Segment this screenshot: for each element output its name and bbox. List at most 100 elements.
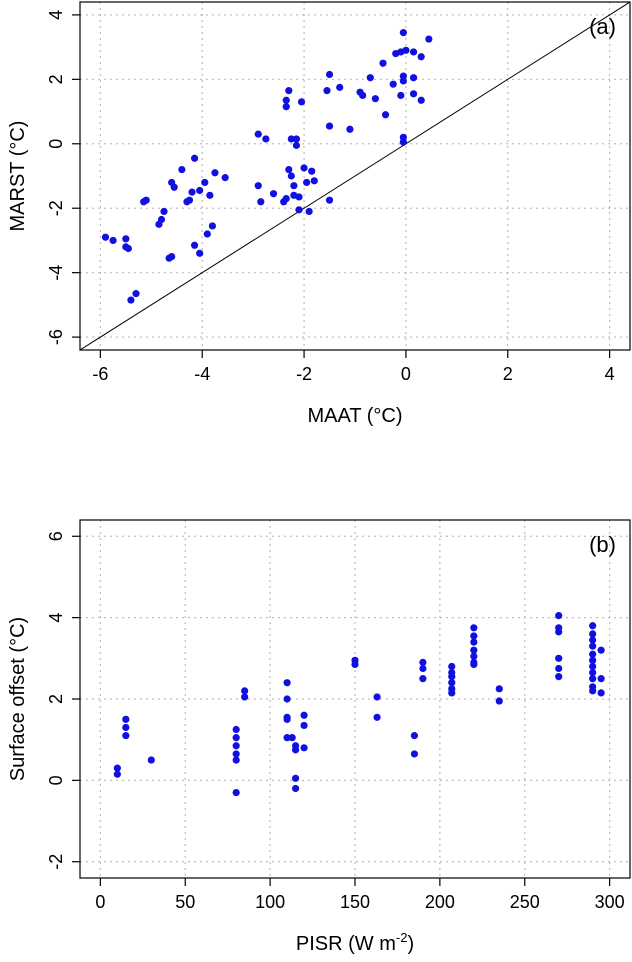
y-tick-label: -2 bbox=[46, 200, 66, 216]
x-tick-label: 0 bbox=[95, 892, 105, 912]
data-point bbox=[409, 90, 418, 98]
x-axis-label-superscript: -2 bbox=[396, 930, 408, 945]
data-point bbox=[589, 656, 597, 664]
data-point bbox=[419, 664, 427, 673]
data-point bbox=[297, 98, 306, 106]
data-point bbox=[323, 87, 331, 95]
data-point bbox=[409, 48, 418, 56]
x-axis-label: PISR (W m-2) bbox=[296, 930, 414, 955]
data-point bbox=[292, 135, 301, 143]
x-axis-label-text: PISR (W m bbox=[296, 933, 396, 955]
data-point bbox=[221, 174, 229, 182]
data-point bbox=[178, 165, 186, 174]
data-point bbox=[589, 687, 597, 695]
data-point bbox=[291, 774, 300, 782]
panel-label: (b) bbox=[589, 532, 616, 557]
data-point bbox=[336, 83, 344, 91]
data-point bbox=[113, 770, 121, 778]
data-point bbox=[589, 668, 597, 677]
data-point bbox=[232, 756, 240, 764]
data-point bbox=[448, 673, 456, 681]
x-tick-label: 50 bbox=[175, 892, 195, 912]
x-tick-label: 250 bbox=[510, 892, 540, 912]
data-point bbox=[283, 695, 291, 703]
data-point bbox=[122, 235, 130, 243]
x-tick-label: 0 bbox=[401, 364, 411, 384]
data-point bbox=[254, 182, 262, 190]
data-point bbox=[132, 290, 140, 298]
data-point bbox=[305, 207, 313, 216]
data-point bbox=[470, 632, 478, 640]
data-point bbox=[295, 206, 303, 214]
data-point bbox=[589, 662, 597, 671]
x-tick-label: 100 bbox=[255, 892, 285, 912]
data-point bbox=[127, 296, 135, 304]
data-point bbox=[203, 230, 211, 238]
data-point bbox=[470, 652, 478, 660]
x-axis-label: MAAT (°C) bbox=[307, 405, 402, 427]
data-point bbox=[470, 624, 478, 632]
data-point bbox=[555, 664, 563, 673]
data-point bbox=[410, 750, 419, 758]
data-point bbox=[113, 764, 121, 772]
plot-frame bbox=[79, 519, 631, 879]
panel-a-scatter: -6 -4 -2 0 2 4 -6 -4 -2 0 2 4 MAAT (°C) MARST (°C) (a) bbox=[7, 1, 631, 427]
data-point bbox=[254, 130, 262, 138]
data-point bbox=[232, 788, 240, 797]
x-tick-label: 300 bbox=[595, 892, 625, 912]
data-point bbox=[409, 74, 418, 82]
data-point bbox=[555, 654, 563, 662]
data-point bbox=[366, 74, 374, 82]
data-point bbox=[470, 660, 478, 669]
data-point bbox=[208, 222, 217, 230]
data-point bbox=[325, 70, 334, 79]
data-point bbox=[109, 236, 117, 245]
data-point bbox=[399, 138, 407, 146]
data-point bbox=[419, 658, 427, 666]
y-tick-label: 2 bbox=[46, 74, 66, 84]
data-point bbox=[291, 746, 300, 754]
data-point bbox=[160, 207, 168, 216]
data-point bbox=[190, 241, 199, 249]
x-tick-label: 2 bbox=[503, 364, 513, 384]
data-point bbox=[122, 723, 130, 732]
data-point bbox=[283, 734, 291, 742]
data-point bbox=[351, 660, 359, 669]
data-point bbox=[201, 178, 209, 187]
data-point bbox=[555, 628, 563, 636]
plot-frame bbox=[79, 1, 631, 351]
y-tick-label: 6 bbox=[46, 531, 66, 541]
x-axis-label-text: MAAT (°C) bbox=[307, 405, 402, 427]
data-point bbox=[291, 784, 300, 793]
data-point bbox=[402, 46, 410, 54]
data-point bbox=[147, 756, 155, 764]
data-point bbox=[232, 742, 240, 750]
data-point bbox=[206, 191, 214, 199]
data-point bbox=[555, 612, 563, 620]
data-point bbox=[300, 164, 308, 172]
data-point bbox=[283, 679, 291, 687]
data-point bbox=[448, 689, 456, 697]
data-point bbox=[241, 693, 249, 701]
data-point bbox=[170, 183, 178, 191]
data-point bbox=[399, 29, 407, 37]
data-point bbox=[308, 167, 316, 175]
y-axis-label: MARST (°C) bbox=[7, 121, 29, 232]
y-tick-label: -4 bbox=[46, 265, 66, 281]
x-tick-label: -2 bbox=[296, 364, 312, 384]
data-point bbox=[379, 59, 387, 67]
data-point bbox=[597, 689, 605, 697]
data-point bbox=[292, 141, 301, 149]
data-point bbox=[287, 135, 295, 143]
data-point bbox=[262, 135, 270, 143]
data-point bbox=[282, 96, 290, 104]
x-tick-label: 200 bbox=[425, 892, 455, 912]
data-point bbox=[371, 95, 379, 103]
data-point bbox=[381, 111, 390, 119]
data-point bbox=[310, 177, 318, 185]
data-point bbox=[300, 721, 308, 730]
data-point bbox=[232, 725, 240, 734]
data-point bbox=[188, 188, 196, 196]
data-point bbox=[300, 744, 308, 752]
